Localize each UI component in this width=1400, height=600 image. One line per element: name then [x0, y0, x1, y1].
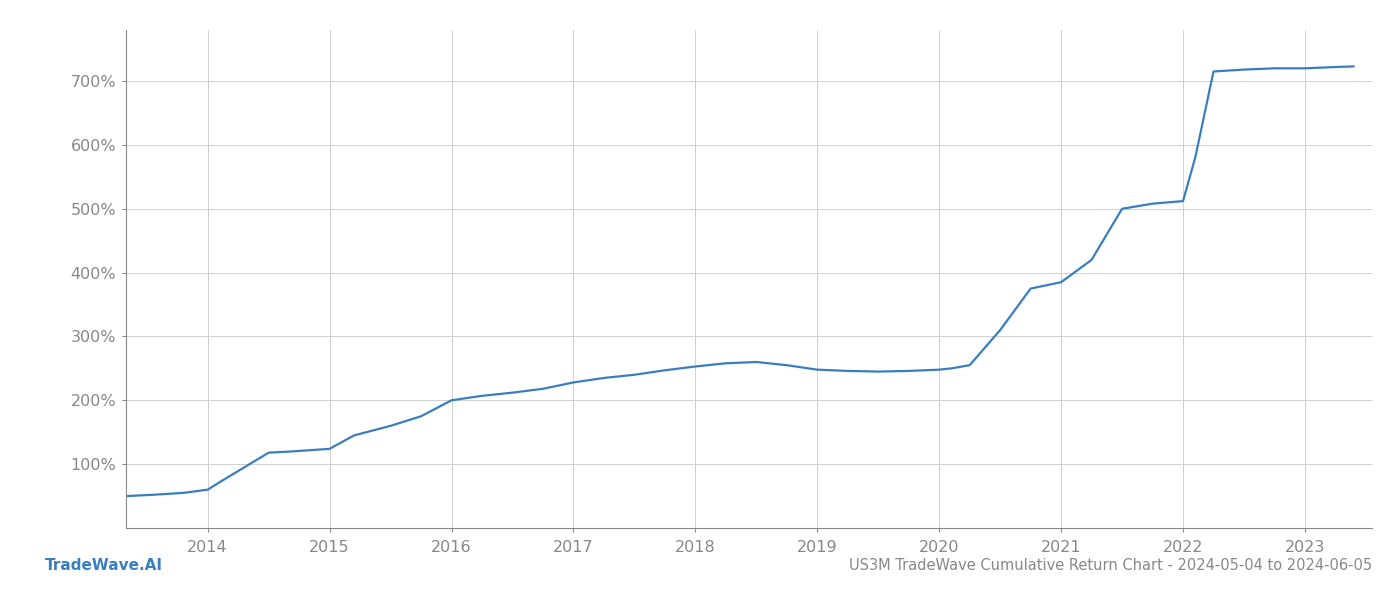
- Text: US3M TradeWave Cumulative Return Chart - 2024-05-04 to 2024-06-05: US3M TradeWave Cumulative Return Chart -…: [848, 558, 1372, 573]
- Text: TradeWave.AI: TradeWave.AI: [45, 558, 162, 573]
